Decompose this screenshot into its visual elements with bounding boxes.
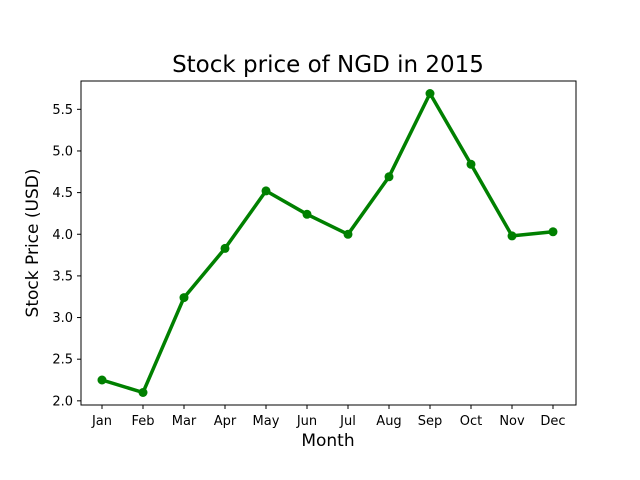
y-tick-label-3: 3.5 (52, 269, 73, 284)
y-tick-label-1: 2.5 (52, 353, 73, 368)
x-tick-label-apr: Apr (214, 414, 237, 429)
y-tick-label-4: 4.0 (52, 228, 73, 243)
y-tick-label-2: 3.0 (52, 311, 73, 326)
x-tick-label-jul: Jul (339, 414, 356, 429)
data-point-jun (302, 209, 312, 219)
x-tick-label-dec: Dec (540, 414, 565, 429)
y-axis-ticks: 2.0 2.5 3.0 3.5 4.0 4.5 5.0 5.5 (52, 103, 81, 409)
data-point-oct (466, 159, 476, 169)
x-tick-label-sep: Sep (418, 414, 443, 429)
data-point-aug (384, 172, 394, 182)
x-tick-label-feb: Feb (131, 414, 154, 429)
chart-title: Stock price of NGD in 2015 (172, 52, 484, 78)
y-tick-label-0: 2.0 (52, 394, 73, 409)
data-point-may (261, 186, 271, 196)
plot-area (97, 89, 558, 397)
plot-frame (80, 80, 577, 406)
data-point-jul (343, 229, 353, 239)
y-tick-label-5: 4.5 (52, 186, 73, 201)
x-tick-label-mar: Mar (172, 414, 197, 429)
data-point-nov (507, 231, 517, 241)
y-axis-title: Stock Price (USD) (23, 169, 43, 318)
data-point-feb (138, 388, 148, 397)
x-tick-label-jun: Jun (296, 414, 317, 429)
y-tick-label-7: 5.5 (52, 103, 73, 118)
x-tick-label-jan: Jan (91, 414, 112, 429)
x-axis-title: Month (301, 431, 354, 451)
data-point-sep (425, 89, 435, 98)
data-point-jan (97, 375, 107, 385)
data-point-dec (548, 227, 558, 237)
series-line-0 (100, 91, 555, 395)
x-tick-label-aug: Aug (376, 414, 401, 429)
data-point-apr (220, 243, 230, 253)
x-tick-label-may: May (253, 414, 280, 429)
x-tick-label-oct: Oct (460, 414, 482, 429)
y-tick-label-6: 5.0 (52, 144, 73, 159)
x-tick-label-nov: Nov (499, 414, 525, 429)
x-axis-ticks: Jan Feb Mar Apr May Jun Jul Aug Sep Oct Nov Dec (91, 405, 566, 429)
data-point-mar (179, 293, 189, 303)
